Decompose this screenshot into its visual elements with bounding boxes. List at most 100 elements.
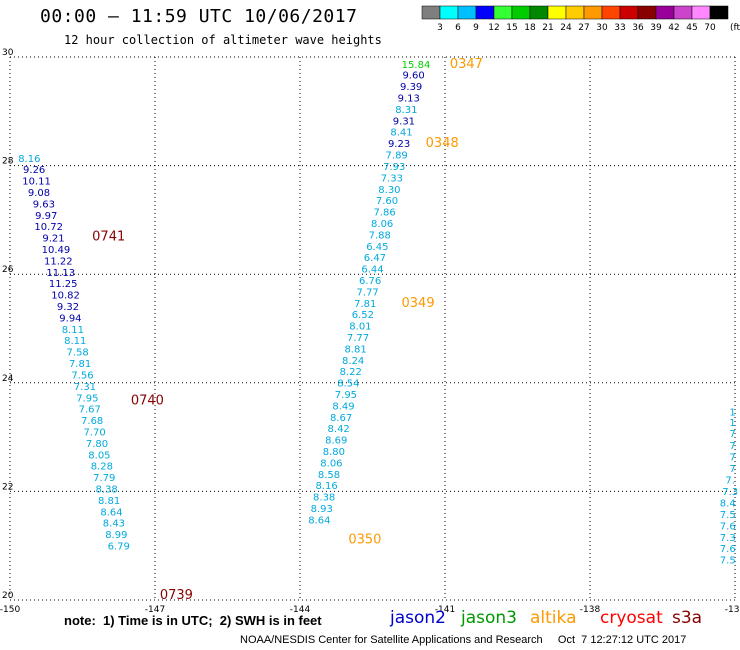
wave-height-label: 7 xyxy=(729,464,735,475)
wave-height-label: 7.88 xyxy=(369,230,391,241)
wave-height-label: 7.67 xyxy=(79,405,101,416)
footnote: note: 1) Time is in UTC; 2) SWH is in fe… xyxy=(64,613,322,628)
wave-height-label: 9.63 xyxy=(33,199,55,210)
wave-height-label: 11.25 xyxy=(49,279,78,290)
wave-height-label: 7.81 xyxy=(69,359,91,370)
wave-height-label: 8.11 xyxy=(64,336,86,347)
x-tick-label: -150 xyxy=(0,605,20,615)
y-tick-label: 28 xyxy=(2,157,14,167)
colorbar-label: 33 xyxy=(614,23,625,33)
x-tick-label: -144 xyxy=(290,605,311,615)
wave-height-label: 8.31 xyxy=(395,105,417,116)
wave-height-label: 8.24 xyxy=(342,356,364,367)
y-tick-label: 24 xyxy=(2,374,14,384)
wave-height-label: 8.67 xyxy=(330,413,352,424)
wave-height-label: 9.26 xyxy=(23,165,45,176)
wave-height-label: 8.54 xyxy=(337,379,359,390)
pass-time-label: 0741 xyxy=(92,230,125,245)
mission-cryosat: cryosat xyxy=(600,608,663,628)
colorbar-label: 15 xyxy=(506,23,517,33)
wave-height-label: 7.80 xyxy=(86,439,108,450)
mission-s3a: s3a xyxy=(672,608,703,628)
wave-height-label: 6.47 xyxy=(364,253,386,264)
wave-height-label: 9.08 xyxy=(28,188,50,199)
y-tick-label: 30 xyxy=(2,48,14,58)
wave-height-label: 8.64 xyxy=(308,515,330,526)
wave-height-label: 7.95 xyxy=(76,393,98,404)
wave-height-label: 8.81 xyxy=(344,344,366,355)
wave-height-label: 7.77 xyxy=(357,287,379,298)
wave-height-label: 8.22 xyxy=(340,367,362,378)
colorbar-label: 39 xyxy=(650,23,662,33)
wave-height-label: 8.38 xyxy=(96,484,118,495)
wave-height-label: 7.33 xyxy=(381,173,403,184)
wave-height-label: 10.49 xyxy=(42,245,71,256)
colorbar-label: 18 xyxy=(524,23,536,33)
wave-height-label: 8.99 xyxy=(105,530,127,541)
wave-height-label: 8.05 xyxy=(88,450,110,461)
wave-height-label: 9.21 xyxy=(42,234,64,245)
wave-height-label: 7.60 xyxy=(376,196,398,207)
wave-height-label: 7.56 xyxy=(71,370,93,381)
wave-height-label: 8.06 xyxy=(320,458,342,469)
wave-height-label: 6.79 xyxy=(108,542,130,553)
wave-height-label: 8.80 xyxy=(323,447,345,458)
colorbar-label: 21 xyxy=(542,23,553,33)
colorbar-unit: (ft) xyxy=(730,23,740,33)
wave-height-label: 8.43 xyxy=(103,519,125,530)
wave-height-label: 10.11 xyxy=(22,177,51,188)
wave-height-label: 8.81 xyxy=(98,496,120,507)
wave-height-label: 15.84 xyxy=(402,60,431,71)
colorbar-label: 27 xyxy=(578,23,589,33)
wave-height-label: 8.41 xyxy=(390,128,412,139)
x-tick-label: -147 xyxy=(145,605,165,615)
pass-time-label: 0349 xyxy=(402,296,435,311)
wave-height-label: 8.30 xyxy=(378,185,400,196)
wave-height-label: 7. xyxy=(725,475,735,486)
wave-height-label: 10.72 xyxy=(34,222,63,233)
colorbar-label: 12 xyxy=(488,23,499,33)
wave-height-label: 7.93 xyxy=(383,162,405,173)
mission-jason2: jason2 xyxy=(390,608,446,628)
wave-height-label: 8.01 xyxy=(349,322,371,333)
pass-time-label: 0739 xyxy=(160,588,193,603)
colorbar-label: 24 xyxy=(560,23,572,33)
wave-height-label: 7.6 xyxy=(720,521,736,532)
wave-height-label: 9.31 xyxy=(393,116,415,127)
wave-height-label: 7.3 xyxy=(722,487,738,498)
wave-height-label: 7.89 xyxy=(386,151,408,162)
y-tick-label: 20 xyxy=(2,591,14,601)
wave-height-label: 7.58 xyxy=(67,348,89,359)
wave-height-label: 8.42 xyxy=(328,424,350,435)
colorbar-label: 45 xyxy=(686,23,697,33)
wave-height-label: 7.81 xyxy=(354,299,376,310)
colorbar-label: 36 xyxy=(632,23,644,33)
wave-height-label: 8.16 xyxy=(18,154,40,165)
wave-height-label: 9.60 xyxy=(402,71,424,82)
wave-height-label: 11.13 xyxy=(46,268,75,279)
colorbar-label: 9 xyxy=(473,23,479,33)
colorbar-label: 6 xyxy=(455,23,461,33)
colorbar-swatch xyxy=(709,5,729,20)
wave-height-label: 8.93 xyxy=(311,504,333,515)
wave-height-label: 11.22 xyxy=(44,256,73,267)
wave-height-label: 8.16 xyxy=(315,481,337,492)
wave-height-label: 7 xyxy=(729,429,735,440)
y-tick-label: 22 xyxy=(2,482,13,492)
mission-altika: altika xyxy=(530,608,577,628)
chart-subtitle: 12 hour collection of altimeter wave hei… xyxy=(64,33,382,47)
wave-height-label: 6.52 xyxy=(352,310,374,321)
wave-height-label: 7.70 xyxy=(83,427,105,438)
wave-height-label: 9.32 xyxy=(57,302,79,313)
wave-height-label: 7.31 xyxy=(74,382,96,393)
wave-height-label: 6.44 xyxy=(361,265,383,276)
pass-time-label: 0350 xyxy=(348,533,381,548)
footer-credit: NOAA/NESDIS Center for Satellite Applica… xyxy=(240,634,687,646)
y-tick-label: 26 xyxy=(2,265,14,275)
colorbar-label: 70 xyxy=(704,23,716,33)
wave-height-label: 1 xyxy=(729,407,735,418)
wave-height-label: 7.3 xyxy=(720,533,736,544)
wave-height-label: 7.6 xyxy=(720,544,736,555)
